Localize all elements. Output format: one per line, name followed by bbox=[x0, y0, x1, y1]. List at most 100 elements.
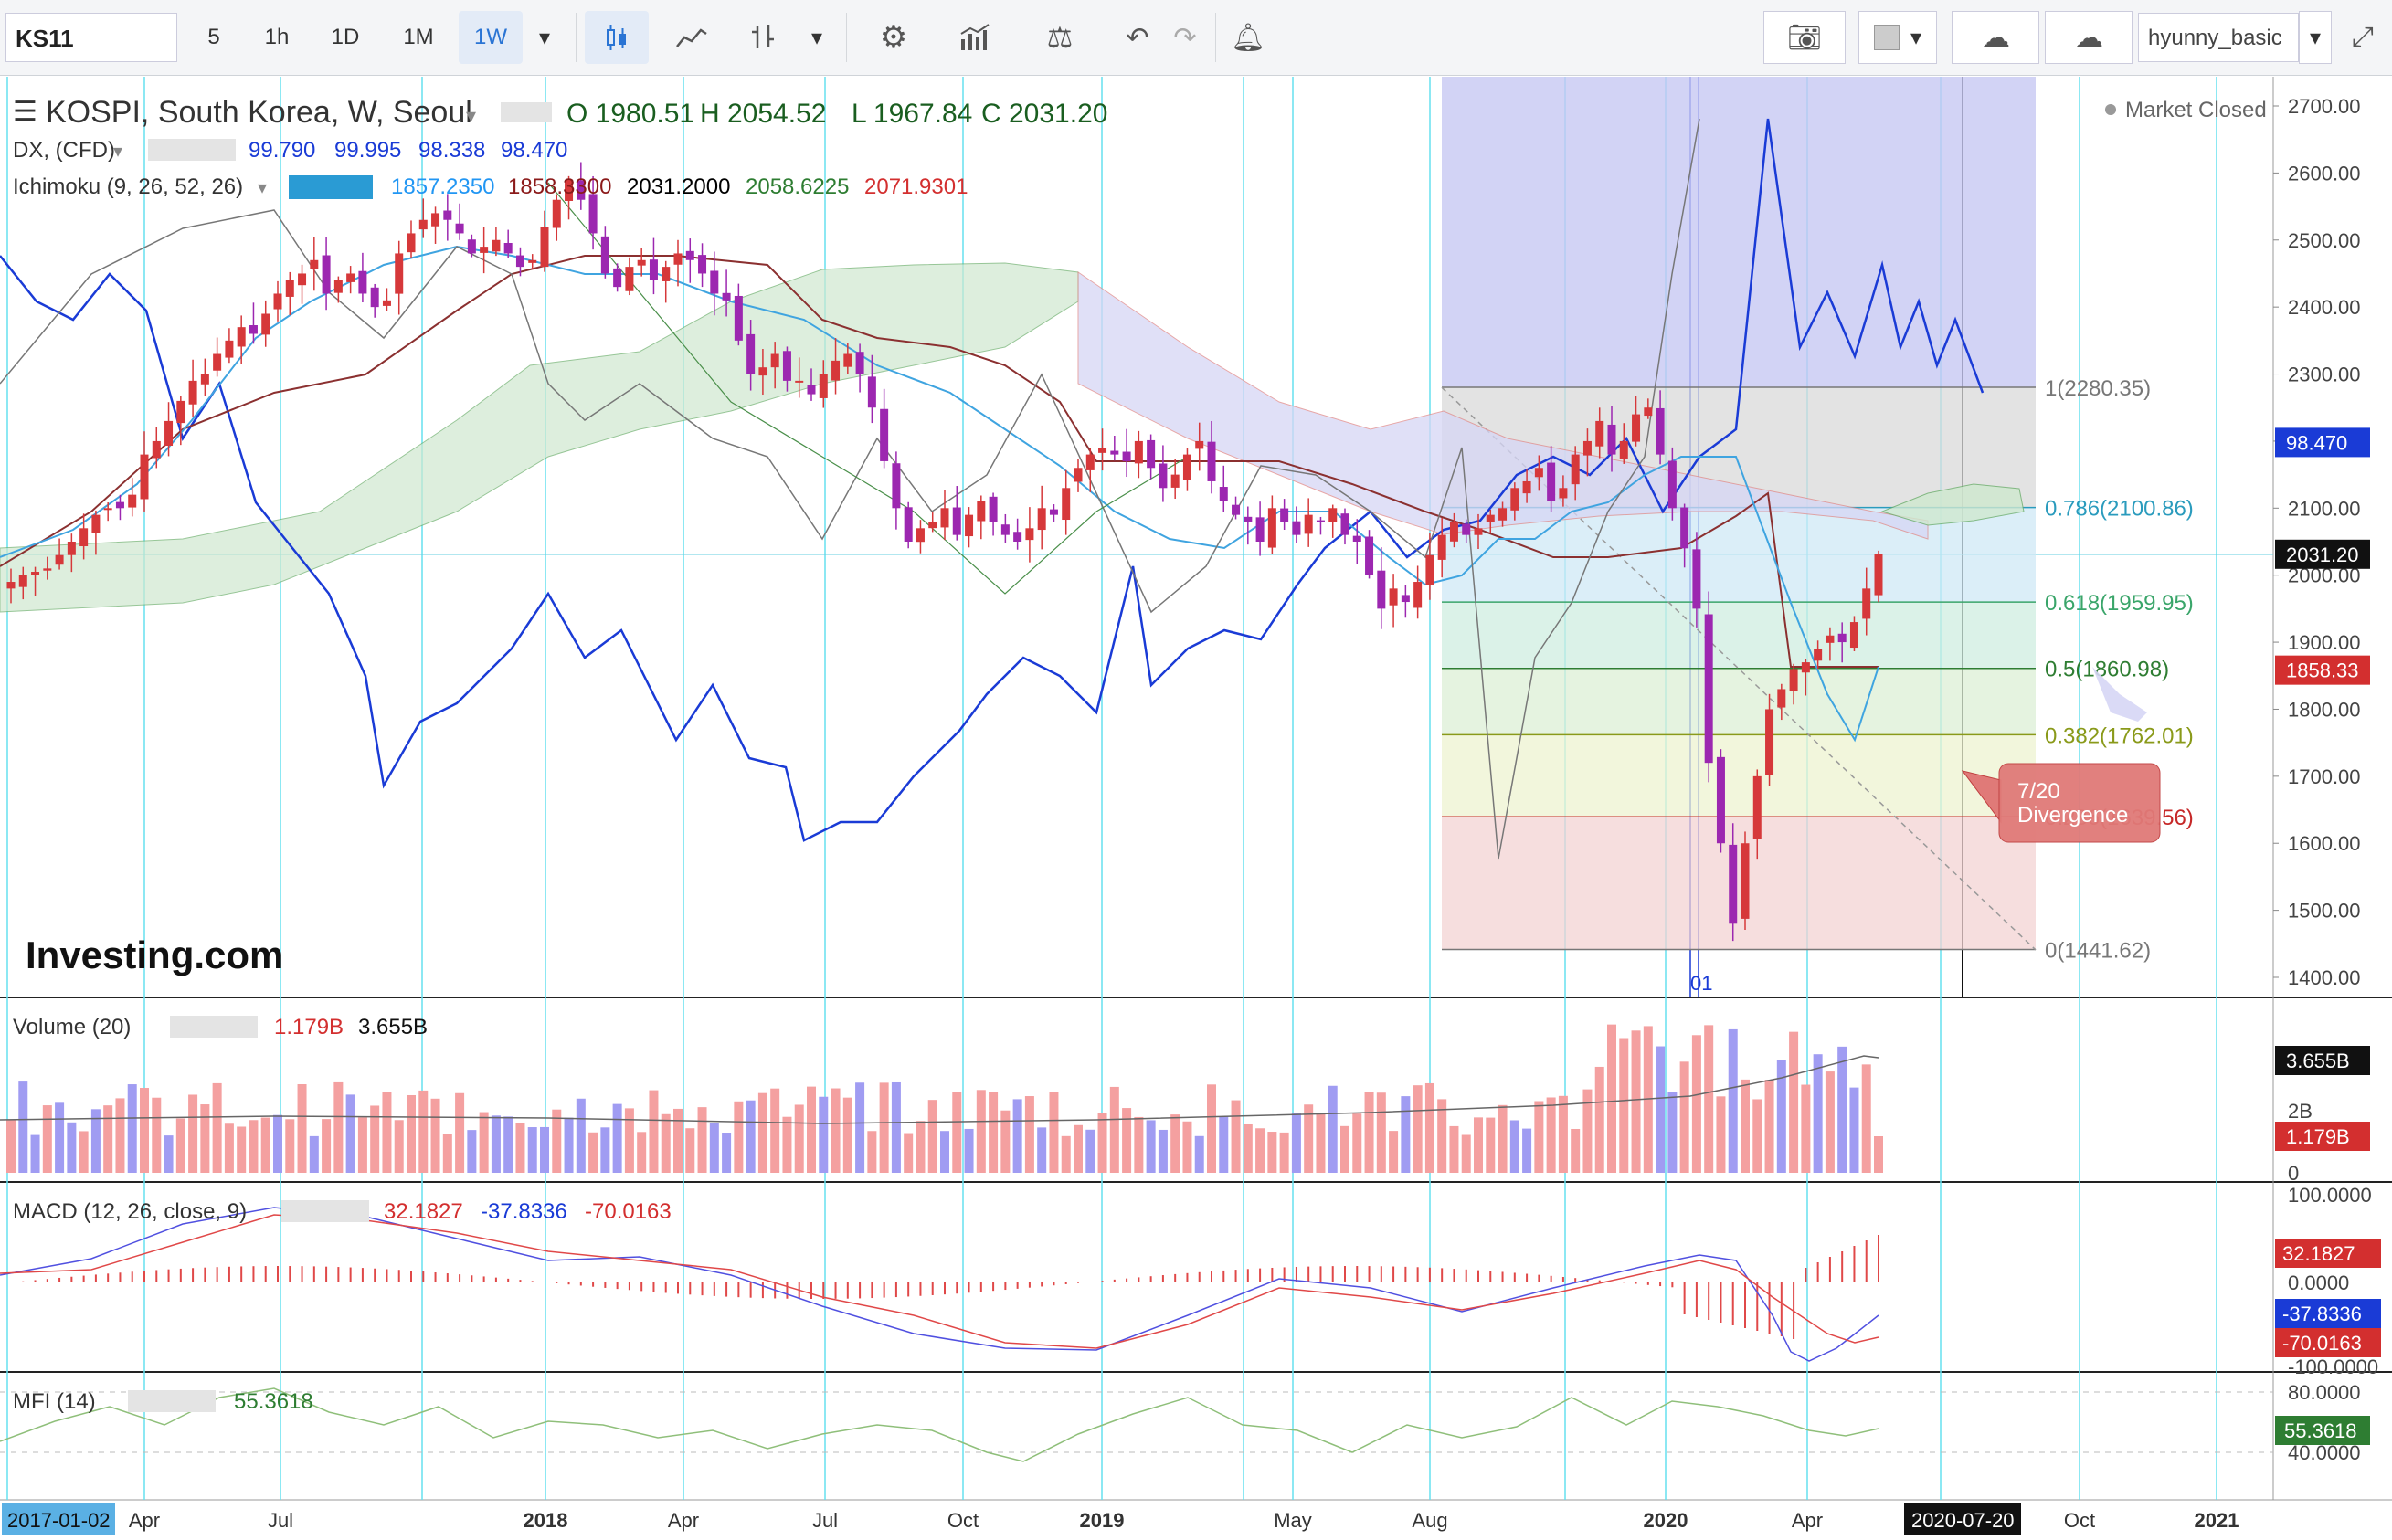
candle-body[interactable] bbox=[940, 508, 949, 528]
candle-body[interactable] bbox=[807, 385, 816, 395]
candle-body[interactable] bbox=[977, 501, 986, 522]
candle-body[interactable] bbox=[1729, 844, 1738, 924]
candle-body[interactable] bbox=[855, 352, 864, 374]
dx-overlay-line[interactable] bbox=[0, 118, 1985, 842]
candle-body[interactable] bbox=[880, 408, 889, 461]
candle-body[interactable] bbox=[225, 340, 234, 358]
interval-1m-button[interactable]: 1M bbox=[403, 25, 434, 49]
redo-button[interactable]: ↷ bbox=[1162, 11, 1208, 64]
mfi-legend-icons[interactable] bbox=[128, 1390, 216, 1412]
candle-body[interactable] bbox=[722, 292, 731, 301]
user-dropdown-button[interactable]: ▾ bbox=[2299, 11, 2332, 64]
candle-body[interactable] bbox=[1316, 520, 1325, 522]
candle-body[interactable] bbox=[176, 400, 185, 424]
alert-button[interactable]: 🔔︎ bbox=[1221, 11, 1275, 64]
macd-legend-icons[interactable] bbox=[281, 1200, 369, 1222]
candle-body[interactable] bbox=[1170, 474, 1180, 488]
candle-body[interactable] bbox=[200, 374, 209, 385]
candle-body[interactable] bbox=[770, 353, 779, 368]
candle-body[interactable] bbox=[649, 259, 658, 280]
candle-body[interactable] bbox=[782, 351, 791, 381]
candle-body[interactable] bbox=[1377, 570, 1386, 609]
candle-body[interactable] bbox=[637, 259, 646, 266]
interval-dropdown-button[interactable]: ▾ bbox=[524, 11, 565, 64]
candle-body[interactable] bbox=[1582, 440, 1592, 456]
candle-body[interactable] bbox=[734, 295, 743, 341]
candle-body[interactable] bbox=[843, 353, 852, 367]
event-marker[interactable]: 01 bbox=[1690, 972, 1712, 995]
candle-body[interactable] bbox=[916, 528, 925, 543]
candle-body[interactable] bbox=[552, 199, 561, 228]
candle-body[interactable] bbox=[395, 253, 404, 294]
chart-canvas[interactable]: 1(2280.35) 0.786(2100.86) 0.618(1959.95) 0.… bbox=[0, 77, 2392, 1540]
mfi-legend-name[interactable]: MFI (14) bbox=[13, 1389, 96, 1414]
candle-body[interactable] bbox=[1267, 508, 1276, 548]
volume-legend-icons[interactable] bbox=[170, 1016, 258, 1038]
candle-body[interactable] bbox=[1025, 528, 1034, 541]
candle-body[interactable] bbox=[1292, 521, 1301, 535]
candle-body[interactable] bbox=[1741, 843, 1750, 919]
interval-1w-button[interactable]: 1W bbox=[459, 11, 523, 64]
candle-body[interactable] bbox=[1085, 454, 1095, 470]
candle-body[interactable] bbox=[1474, 528, 1483, 535]
candle-body[interactable] bbox=[1801, 662, 1810, 673]
candle-body[interactable] bbox=[1037, 508, 1046, 531]
candle-body[interactable] bbox=[310, 259, 319, 269]
candle-body[interactable] bbox=[455, 223, 464, 234]
candle-body[interactable] bbox=[285, 280, 294, 297]
candle-body[interactable] bbox=[322, 255, 331, 294]
candle-body[interactable] bbox=[685, 250, 694, 260]
candle-body[interactable] bbox=[1826, 635, 1835, 643]
candle-body[interactable] bbox=[1328, 508, 1338, 522]
candle-body[interactable] bbox=[1413, 582, 1423, 608]
candle-body[interactable] bbox=[346, 273, 355, 282]
candle-body[interactable] bbox=[1498, 508, 1508, 521]
candle-body[interactable] bbox=[1644, 407, 1653, 417]
candle-body[interactable] bbox=[6, 582, 16, 589]
candle-body[interactable] bbox=[1680, 507, 1689, 549]
candle-body[interactable] bbox=[1365, 536, 1374, 575]
candle-body[interactable] bbox=[1207, 441, 1216, 481]
ichimoku-legend-icons[interactable] bbox=[289, 175, 373, 199]
candle-body[interactable] bbox=[662, 267, 671, 281]
candle-body[interactable] bbox=[1255, 517, 1265, 542]
candle-body[interactable] bbox=[503, 243, 513, 254]
bars-chart-type-button[interactable] bbox=[731, 11, 795, 64]
candle-body[interactable] bbox=[55, 554, 64, 565]
chevron-down-icon[interactable]: ▾ bbox=[258, 178, 267, 198]
candle-body[interactable] bbox=[1425, 554, 1434, 585]
candle-body[interactable] bbox=[418, 219, 428, 230]
candle-body[interactable] bbox=[710, 270, 719, 294]
chevron-down-icon[interactable]: ▾ bbox=[466, 104, 476, 127]
candle-body[interactable] bbox=[79, 528, 89, 547]
candle-body[interactable] bbox=[273, 293, 282, 310]
candle-body[interactable] bbox=[1232, 504, 1241, 515]
interval-5-button[interactable]: 5 bbox=[207, 25, 220, 49]
candle-body[interactable] bbox=[1340, 513, 1349, 535]
candle-body[interactable] bbox=[746, 333, 756, 374]
load-cloud-button[interactable]: ☁︎ bbox=[1952, 11, 2039, 64]
candle-body[interactable] bbox=[1752, 775, 1762, 839]
candle-body[interactable] bbox=[1619, 440, 1628, 459]
candle-body[interactable] bbox=[758, 367, 767, 376]
area-chart-type-button[interactable] bbox=[660, 11, 724, 64]
candle-body[interactable] bbox=[1789, 669, 1798, 691]
candle-body[interactable] bbox=[1244, 516, 1253, 522]
candle-body[interactable] bbox=[1607, 424, 1616, 455]
chevron-down-icon[interactable]: ▾ bbox=[113, 142, 122, 162]
candle-body[interactable] bbox=[467, 239, 476, 254]
candle-body[interactable] bbox=[1862, 588, 1871, 619]
candle-body[interactable] bbox=[989, 496, 998, 522]
candle-body[interactable] bbox=[1547, 462, 1556, 501]
dx-legend-icons[interactable] bbox=[148, 139, 236, 161]
candle-body[interactable] bbox=[115, 501, 124, 509]
candle-body[interactable] bbox=[443, 210, 452, 220]
candle-body[interactable] bbox=[540, 227, 549, 268]
candle-body[interactable] bbox=[1280, 508, 1289, 522]
candle-body[interactable] bbox=[698, 255, 707, 274]
candle-body[interactable] bbox=[1632, 414, 1641, 442]
interval-1d-button[interactable]: 1D bbox=[331, 25, 360, 49]
candle-body[interactable] bbox=[588, 194, 598, 234]
divergence-callout[interactable] bbox=[1998, 763, 2161, 843]
settings-button[interactable]: ⚙ bbox=[859, 11, 928, 64]
